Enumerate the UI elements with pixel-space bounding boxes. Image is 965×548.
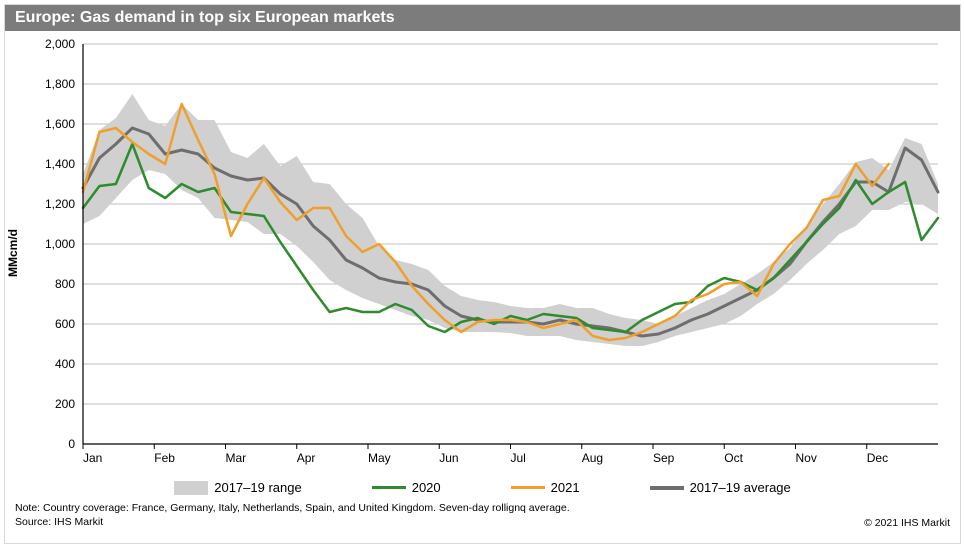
svg-text:1,000: 1,000 — [45, 237, 75, 251]
legend-2020: 2020 — [372, 480, 441, 495]
legend-range: 2017–19 range — [174, 480, 301, 495]
chart-title: Europe: Gas demand in top six European m… — [5, 5, 960, 32]
y-axis-label: MMcm/d — [6, 229, 20, 277]
legend-avg: 2017–19 average — [650, 480, 791, 495]
svg-text:2,000: 2,000 — [45, 37, 75, 51]
svg-text:0: 0 — [68, 437, 75, 451]
svg-text:Oct: Oct — [724, 451, 743, 465]
svg-text:1,600: 1,600 — [45, 117, 75, 131]
note-text: Note: Country coverage: France, Germany,… — [15, 502, 570, 516]
svg-text:Nov: Nov — [796, 451, 817, 465]
legend: 2017–19 range 2020 2021 2017–19 average — [5, 474, 960, 499]
svg-text:200: 200 — [55, 397, 75, 411]
svg-text:Jun: Jun — [439, 451, 458, 465]
svg-text:1,200: 1,200 — [45, 197, 75, 211]
legend-avg-label: 2017–19 average — [690, 480, 791, 495]
svg-text:Sep: Sep — [653, 451, 675, 465]
svg-text:400: 400 — [55, 357, 75, 371]
legend-range-label: 2017–19 range — [214, 480, 301, 495]
svg-text:Feb: Feb — [154, 451, 175, 465]
svg-text:May: May — [368, 451, 391, 465]
svg-text:Dec: Dec — [867, 451, 888, 465]
svg-text:600: 600 — [55, 317, 75, 331]
svg-text:1,800: 1,800 — [45, 77, 75, 91]
svg-text:Mar: Mar — [226, 451, 247, 465]
chart-area: MMcm/d 0 200 400 600 800 1,000 1,200 1,400 1,600… — [5, 32, 960, 474]
svg-text:Jul: Jul — [511, 451, 526, 465]
source-text: Source: IHS Markit — [15, 516, 570, 530]
line-swatch-2021 — [511, 486, 545, 489]
legend-2020-label: 2020 — [412, 480, 441, 495]
line-swatch-2020 — [372, 486, 406, 489]
legend-2021: 2021 — [511, 480, 580, 495]
svg-text:800: 800 — [55, 277, 75, 291]
svg-text:Apr: Apr — [297, 451, 316, 465]
line-swatch-avg — [650, 486, 684, 490]
chart-frame: Europe: Gas demand in top six European m… — [4, 4, 961, 544]
line-chart: 0 200 400 600 800 1,000 1,200 1,400 1,600 1,800 2,… — [5, 32, 960, 474]
copyright-text: © 2021 IHS Markit — [864, 517, 950, 529]
svg-text:Jan: Jan — [83, 451, 102, 465]
range-swatch — [174, 481, 208, 495]
footer: Note: Country coverage: France, Germany,… — [5, 499, 960, 535]
legend-2021-label: 2021 — [551, 480, 580, 495]
svg-text:Aug: Aug — [582, 451, 603, 465]
svg-text:1,400: 1,400 — [45, 157, 75, 171]
